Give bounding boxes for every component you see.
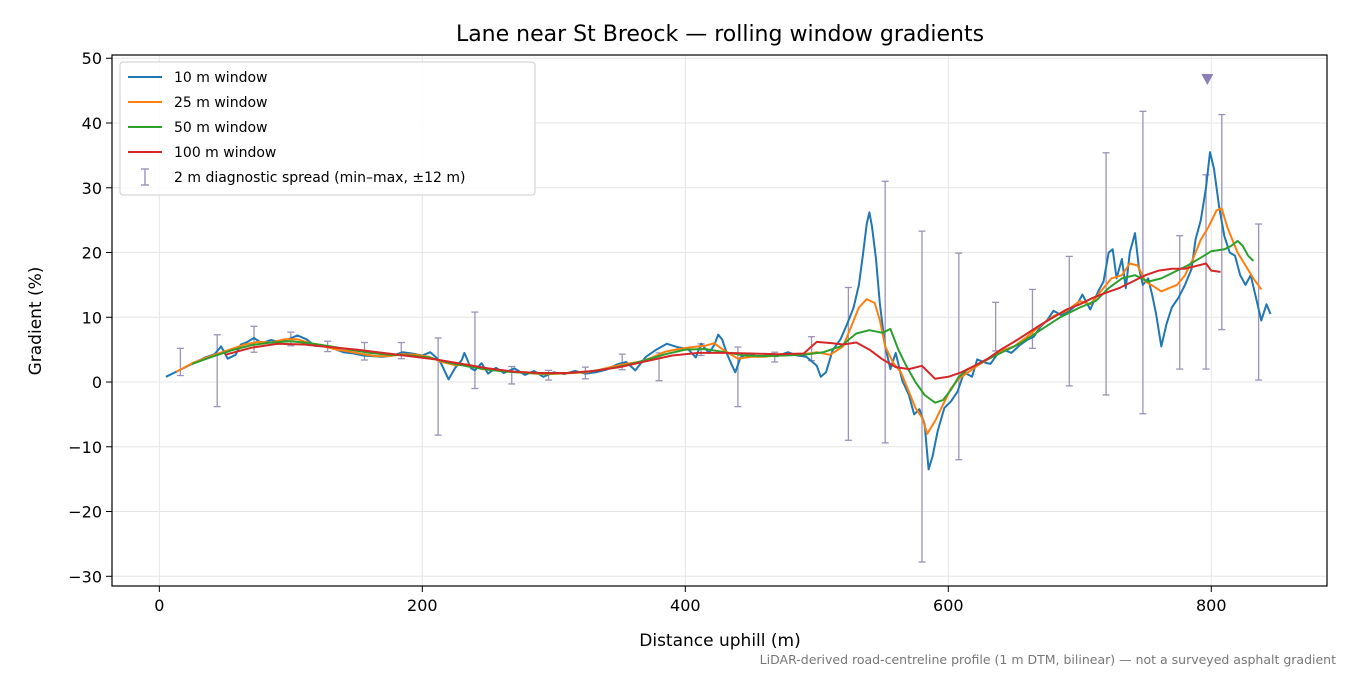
y-tick-label: 40 xyxy=(82,114,102,133)
x-tick-label: 200 xyxy=(407,596,438,615)
y-tick-label: 10 xyxy=(82,308,102,327)
peak-marker-layer xyxy=(1201,73,1214,85)
y-tick-label: −30 xyxy=(68,567,102,586)
y-tick-label: 30 xyxy=(82,179,102,198)
y-tick-label: −10 xyxy=(68,438,102,457)
diagnostic-spread-bars xyxy=(176,110,1263,563)
spread-bar xyxy=(844,286,852,441)
spread-bar xyxy=(881,180,889,444)
y-axis-ticks: −30 −20 −10 0 10 20 30 40 50 xyxy=(68,49,112,586)
spread-bar xyxy=(1176,235,1184,370)
x-tick-label: 800 xyxy=(1196,596,1227,615)
y-tick-label: 20 xyxy=(82,244,102,263)
spread-bar xyxy=(1102,152,1110,396)
chart-title: Lane near St Breock — rolling window gra… xyxy=(456,22,984,47)
spread-bar xyxy=(992,301,1000,352)
x-tick-label: 400 xyxy=(670,596,701,615)
spread-bar xyxy=(1139,110,1147,415)
spread-bar xyxy=(213,334,221,408)
spread-bar xyxy=(1065,255,1073,387)
series-25m-line xyxy=(175,207,1263,435)
legend-label-100m: 100 m window xyxy=(174,145,276,161)
x-axis-ticks: 0 200 400 600 800 xyxy=(154,586,1227,615)
y-tick-label: −20 xyxy=(68,503,102,522)
spread-bar xyxy=(734,346,742,408)
series-50m-line xyxy=(191,239,1255,404)
legend-label-25m: 25 m window xyxy=(174,95,267,111)
legend-swatch-spread xyxy=(141,168,149,186)
peak-marker xyxy=(1201,73,1214,85)
spread-bar xyxy=(434,337,442,436)
series-100m-line xyxy=(224,262,1221,380)
spread-bar xyxy=(1028,288,1036,349)
legend-label-spread: 2 m diagnostic spread (min–max, ±12 m) xyxy=(174,170,465,186)
y-tick-label: 0 xyxy=(92,373,102,392)
spread-bar xyxy=(918,230,926,563)
legend-label-10m: 10 m window xyxy=(174,70,267,86)
legend: 10 m window 25 m window 50 m window 100 … xyxy=(119,61,536,196)
x-tick-label: 0 xyxy=(154,596,164,615)
series-10m-line xyxy=(165,151,1272,471)
footnote: LiDAR-derived road-centreline profile (1… xyxy=(760,652,1336,667)
x-tick-label: 600 xyxy=(933,596,964,615)
y-axis-label: Gradient (%) xyxy=(26,267,46,376)
spread-bar xyxy=(1255,223,1263,381)
x-axis-label: Distance uphill (m) xyxy=(639,631,800,651)
spread-bar xyxy=(176,347,184,377)
legend-label-50m: 50 m window xyxy=(174,120,267,136)
spread-bar xyxy=(955,252,963,461)
legend-box xyxy=(119,61,536,196)
spread-bar xyxy=(471,311,479,390)
y-tick-label: 50 xyxy=(82,49,102,68)
plot-frame xyxy=(111,54,1328,587)
series-lines xyxy=(165,151,1272,471)
